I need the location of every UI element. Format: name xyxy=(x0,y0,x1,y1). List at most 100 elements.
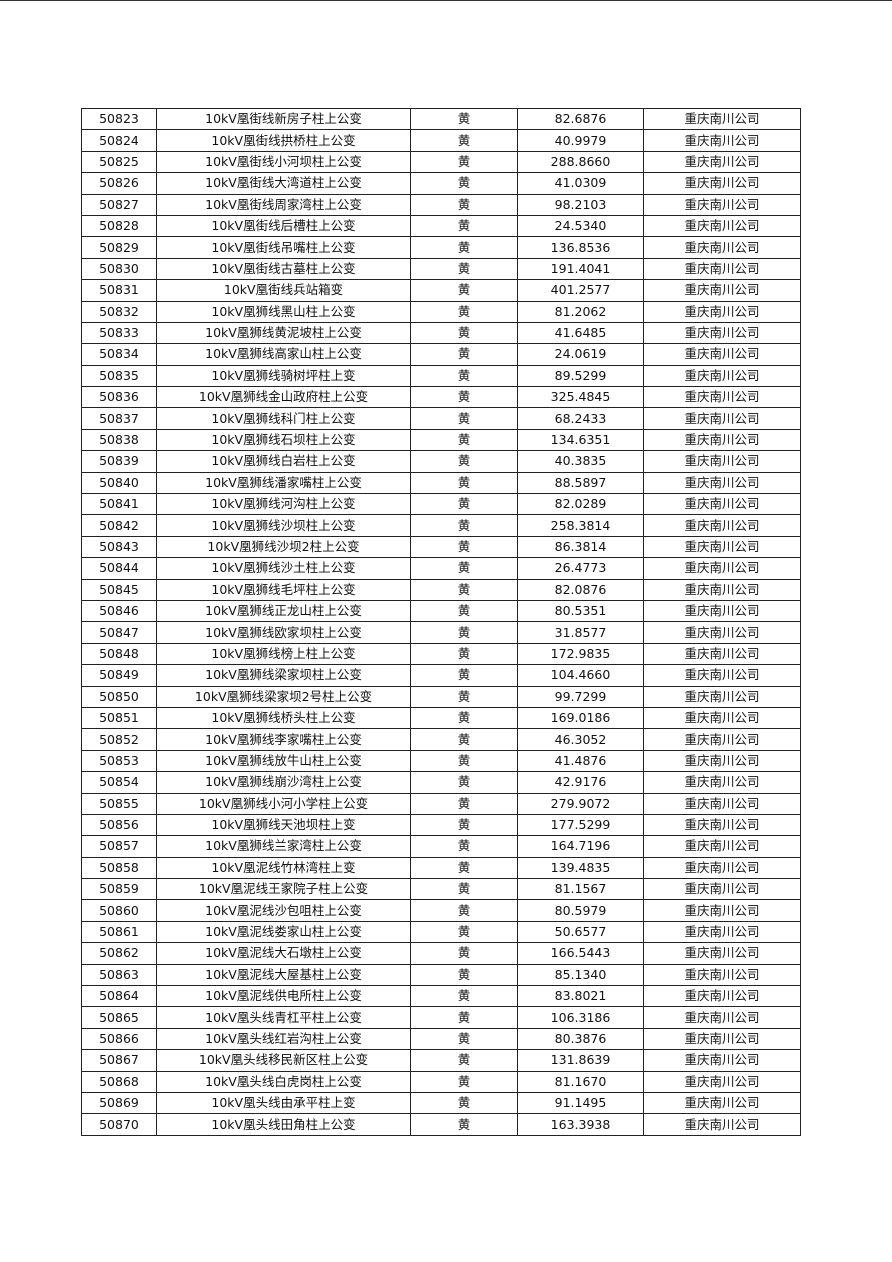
table-row: 50851 10kV凰狮线桥头柱上公变黄 169.0186 重庆南川公司 xyxy=(81,706,801,730)
cell-value: 258.3814 xyxy=(517,514,644,537)
cell-transformer-name: 10kV凰头线移民新区柱上公变 xyxy=(156,1049,411,1072)
cell-transformer-name: 10kV凰狮线小河小学柱上公变 xyxy=(156,792,411,815)
cell-company: 重庆南川公司 xyxy=(643,963,801,987)
cell-company: 重庆南川公司 xyxy=(643,193,801,216)
cell-level: 黄 xyxy=(410,685,518,708)
cell-company: 重庆南川公司 xyxy=(643,172,801,195)
cell-id: 50833 xyxy=(81,321,157,345)
cell-level: 黄 xyxy=(410,257,518,281)
cell-transformer-name: 10kV凰泥线竹林湾柱上变 xyxy=(156,856,411,880)
cell-company: 重庆南川公司 xyxy=(643,878,801,901)
cell-company: 重庆南川公司 xyxy=(643,471,801,495)
cell-company: 重庆南川公司 xyxy=(643,856,801,880)
cell-level: 黄 xyxy=(410,728,518,751)
cell-value: 89.5299 xyxy=(517,364,644,388)
cell-company: 重庆南川公司 xyxy=(643,493,801,516)
cell-value: 279.9072 xyxy=(517,792,644,815)
cell-id: 50865 xyxy=(81,1006,157,1029)
cell-level: 黄 xyxy=(410,172,518,195)
cell-id: 50850 xyxy=(81,685,157,708)
cell-company: 重庆南川公司 xyxy=(643,642,801,666)
cell-id: 50827 xyxy=(81,193,157,216)
cell-company: 重庆南川公司 xyxy=(643,407,801,430)
cell-transformer-name: 10kV凰狮线桥头柱上公变 xyxy=(156,706,411,730)
cell-transformer-name: 10kV凰狮线崩沙湾柱上公变 xyxy=(156,771,411,794)
table-row: 50846 10kV凰狮线正龙山柱上公变黄 80.5351 重庆南川公司 xyxy=(81,599,801,623)
cell-transformer-name: 10kV凰狮线科门柱上公变 xyxy=(156,407,411,430)
cell-company: 重庆南川公司 xyxy=(643,1070,801,1093)
cell-value: 82.0289 xyxy=(517,493,644,516)
cell-value: 163.3938 xyxy=(517,1113,644,1136)
page-top-border xyxy=(0,0,892,1)
cell-level: 黄 xyxy=(410,792,518,815)
cell-transformer-name: 10kV凰狮线正龙山柱上公变 xyxy=(156,599,411,623)
cell-level: 黄 xyxy=(410,193,518,216)
cell-level: 黄 xyxy=(410,856,518,880)
cell-company: 重庆南川公司 xyxy=(643,428,801,452)
cell-value: 81.1567 xyxy=(517,878,644,901)
cell-level: 黄 xyxy=(410,150,518,174)
cell-id: 50849 xyxy=(81,664,157,687)
cell-level: 黄 xyxy=(410,1091,518,1115)
cell-id: 50860 xyxy=(81,899,157,922)
cell-company: 重庆南川公司 xyxy=(643,749,801,773)
table-row: 50860 10kV凰泥线沙包咀柱上公变黄 80.5979 重庆南川公司 xyxy=(81,899,801,922)
cell-company: 重庆南川公司 xyxy=(643,236,801,259)
cell-id: 50864 xyxy=(81,985,157,1008)
table-row: 50861 10kV凰泥线娄家山柱上公变黄 50.6577 重庆南川公司 xyxy=(81,920,801,944)
cell-transformer-name: 10kV凰泥线王家院子柱上公变 xyxy=(156,878,411,901)
cell-value: 136.8536 xyxy=(517,236,644,259)
cell-value: 41.0309 xyxy=(517,172,644,195)
cell-company: 重庆南川公司 xyxy=(643,1113,801,1136)
cell-value: 80.5351 xyxy=(517,599,644,623)
cell-level: 黄 xyxy=(410,664,518,687)
cell-company: 重庆南川公司 xyxy=(643,343,801,366)
cell-transformer-name: 10kV凰狮线欧家坝柱上公变 xyxy=(156,621,411,644)
cell-level: 黄 xyxy=(410,321,518,345)
cell-id: 50851 xyxy=(81,706,157,730)
table-row: 50852 10kV凰狮线李家嘴柱上公变黄 46.3052 重庆南川公司 xyxy=(81,728,801,751)
table-row: 50863 10kV凰泥线大屋基柱上公变黄 85.1340 重庆南川公司 xyxy=(81,963,801,987)
cell-transformer-name: 10kV凰头线青杠平柱上公变 xyxy=(156,1006,411,1029)
cell-level: 黄 xyxy=(410,1049,518,1072)
cell-id: 50862 xyxy=(81,942,157,965)
cell-company: 重庆南川公司 xyxy=(643,1006,801,1029)
cell-transformer-name: 10kV凰狮线石坝柱上公变 xyxy=(156,428,411,452)
table-row: 50857 10kV凰狮线兰家湾柱上公变黄 164.7196 重庆南川公司 xyxy=(81,835,801,858)
cell-level: 黄 xyxy=(410,813,518,837)
table-row: 50827 10kV凰街线周家湾柱上公变黄 98.2103 重庆南川公司 xyxy=(81,193,801,216)
cell-level: 黄 xyxy=(410,343,518,366)
cell-level: 黄 xyxy=(410,878,518,901)
table-row: 50866 10kV凰头线红岩沟柱上公变黄 80.3876 重庆南川公司 xyxy=(81,1027,801,1051)
cell-company: 重庆南川公司 xyxy=(643,557,801,580)
cell-company: 重庆南川公司 xyxy=(643,942,801,965)
cell-id: 50853 xyxy=(81,749,157,773)
cell-company: 重庆南川公司 xyxy=(643,1049,801,1072)
cell-company: 重庆南川公司 xyxy=(643,621,801,644)
cell-value: 50.6577 xyxy=(517,920,644,944)
cell-value: 82.6876 xyxy=(517,107,644,131)
cell-company: 重庆南川公司 xyxy=(643,728,801,751)
cell-level: 黄 xyxy=(410,642,518,666)
data-table: 50823 10kV凰街线新房子柱上公变黄 82.6876 重庆南川公司 50824 10… xyxy=(81,107,801,1136)
cell-value: 81.2062 xyxy=(517,300,644,323)
cell-value: 24.0619 xyxy=(517,343,644,366)
table-row: 50838 10kV凰狮线石坝柱上公变黄 134.6351 重庆南川公司 xyxy=(81,428,801,452)
cell-id: 50842 xyxy=(81,514,157,537)
cell-transformer-name: 10kV凰狮线金山政府柱上公变 xyxy=(156,386,411,409)
cell-level: 黄 xyxy=(410,942,518,965)
cell-level: 黄 xyxy=(410,963,518,987)
cell-company: 重庆南川公司 xyxy=(643,1027,801,1051)
cell-value: 26.4773 xyxy=(517,557,644,580)
cell-value: 83.8021 xyxy=(517,985,644,1008)
cell-level: 黄 xyxy=(410,107,518,131)
cell-id: 50841 xyxy=(81,493,157,516)
cell-id: 50826 xyxy=(81,172,157,195)
cell-level: 黄 xyxy=(410,236,518,259)
cell-transformer-name: 10kV凰狮线沙土柱上公变 xyxy=(156,557,411,580)
cell-company: 重庆南川公司 xyxy=(643,1091,801,1115)
table-row: 50867 10kV凰头线移民新区柱上公变黄 131.8639 重庆南川公司 xyxy=(81,1049,801,1072)
cell-value: 85.1340 xyxy=(517,963,644,987)
table-row: 50836 10kV凰狮线金山政府柱上公变黄 325.4845 重庆南川公司 xyxy=(81,386,801,409)
cell-value: 88.5897 xyxy=(517,471,644,495)
